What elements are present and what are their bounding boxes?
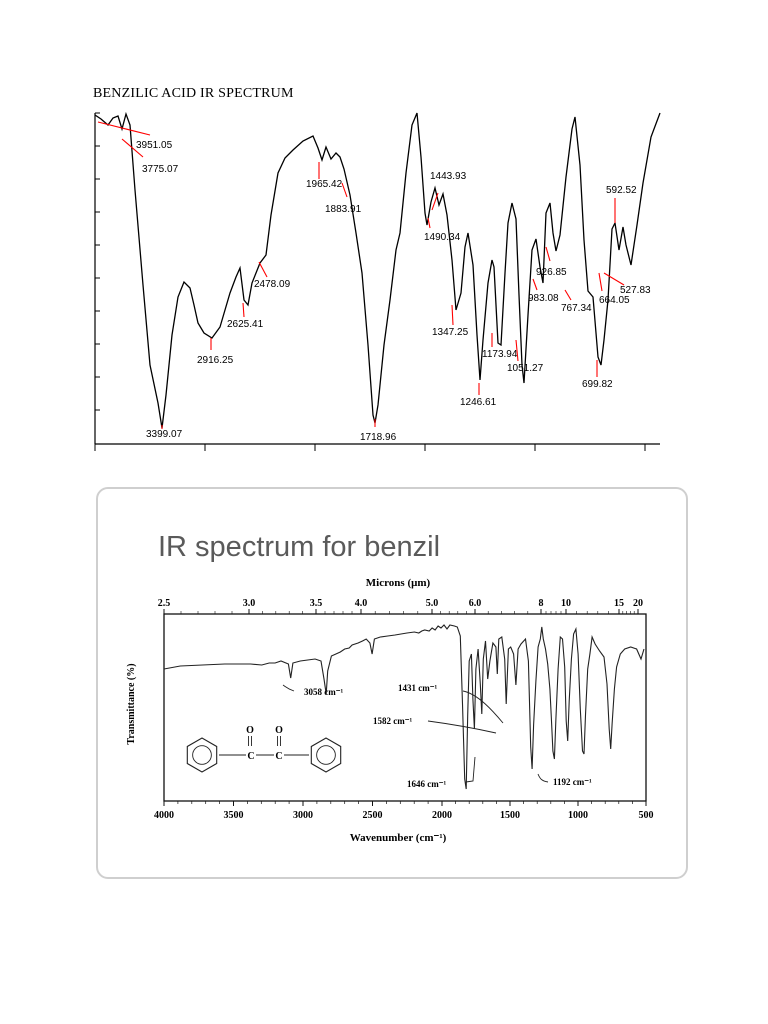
benzil-chart-title: IR spectrum for benzil bbox=[158, 531, 441, 563]
peak-label: 2478.09 bbox=[254, 279, 291, 290]
peak-marker bbox=[532, 278, 538, 291]
peak-marker bbox=[545, 246, 551, 262]
band-pointer bbox=[462, 690, 504, 724]
peak-label: 3399.07 bbox=[146, 429, 183, 440]
peak-label: 983.08 bbox=[528, 293, 559, 304]
top-tick-label: 4.0 bbox=[355, 598, 368, 609]
peak-marker bbox=[451, 304, 454, 326]
chart1-spectrum-line bbox=[94, 111, 661, 429]
chart2-annotations: 3058 cm⁻¹ 1431 cm⁻¹ 1582 cm⁻¹ 1646 cm⁻¹ 1192… bbox=[282, 683, 592, 789]
peak-label: 1965.42 bbox=[306, 179, 343, 190]
band-label: 1192 cm⁻¹ bbox=[553, 777, 592, 787]
bottom-tick-label: 1500 bbox=[500, 810, 520, 821]
band-label: 1646 cm⁻¹ bbox=[407, 779, 446, 789]
top-tick-labels: 2.5 3.0 3.5 4.0 5.0 6.0 8 10 15 20 bbox=[158, 598, 643, 609]
band-pointer bbox=[282, 684, 295, 692]
peak-label: 699.82 bbox=[582, 379, 613, 390]
phenyl-ring bbox=[310, 737, 342, 773]
aromatic-circle bbox=[192, 745, 212, 765]
peak-label: 1347.25 bbox=[432, 327, 469, 338]
band-label: 1582 cm⁻¹ bbox=[373, 716, 412, 726]
top-tick-label: 5.0 bbox=[426, 598, 439, 609]
chart2-frame bbox=[163, 609, 647, 806]
peak-label: 767.34 bbox=[561, 303, 592, 314]
peak-label: 3775.07 bbox=[142, 164, 179, 175]
peak-label: 1490.34 bbox=[424, 232, 461, 243]
chart2-spectrum-line bbox=[163, 624, 645, 790]
atom-label: C bbox=[247, 751, 254, 762]
atom-label: O bbox=[246, 725, 254, 736]
page-title: BENZILIC ACID IR SPECTRUM bbox=[93, 86, 294, 101]
band-pointer bbox=[537, 773, 549, 783]
top-tick-label: 10 bbox=[561, 598, 571, 609]
peak-label: 1883.91 bbox=[325, 204, 362, 215]
bottom-tick-label: 2500 bbox=[363, 810, 383, 821]
top-tick-label: 3.5 bbox=[310, 598, 323, 609]
peak-label: 1173.94 bbox=[482, 349, 518, 360]
band-pointer bbox=[465, 756, 476, 783]
x-axis-label: Wavenumber (cm⁻¹) bbox=[350, 832, 447, 844]
peak-marker bbox=[603, 272, 625, 286]
bottom-tick-labels: 4000 3500 3000 2500 2000 1500 1000 500 bbox=[154, 810, 654, 821]
bottom-tick-label: 500 bbox=[639, 810, 654, 821]
band-label: 1431 cm⁻¹ bbox=[398, 683, 437, 693]
peak-label: 664.05 bbox=[599, 295, 630, 306]
bottom-tick-label: 3000 bbox=[293, 810, 313, 821]
bottom-tick-label: 1000 bbox=[568, 810, 588, 821]
benzilic-acid-ir-chart: 3951.05 3775.07 1965.42 1883.91 1443.93 1490.… bbox=[94, 111, 661, 451]
top-tick-label: 8 bbox=[539, 598, 544, 609]
plot-frame bbox=[163, 613, 647, 802]
bottom-tick-label: 2000 bbox=[432, 810, 452, 821]
bottom-tick-label: 4000 bbox=[154, 810, 174, 821]
band-label: 3058 cm⁻¹ bbox=[304, 687, 343, 697]
peak-marker bbox=[515, 339, 519, 362]
peak-label: 3951.05 bbox=[136, 140, 173, 151]
band-pointer bbox=[427, 720, 497, 734]
peak-label: 2916.25 bbox=[197, 355, 234, 366]
y-axis-label: Transmittance (%) bbox=[126, 663, 137, 744]
top-tick-label: 15 bbox=[614, 598, 624, 609]
chart1-annotations: 3951.05 3775.07 1965.42 1883.91 1443.93 1490.… bbox=[97, 121, 651, 443]
peak-label: 1051.27 bbox=[507, 363, 544, 374]
top-axis-label: Microns (μm) bbox=[366, 577, 431, 589]
aromatic-circle bbox=[316, 745, 336, 765]
peak-marker bbox=[97, 121, 151, 136]
peak-label: 1718.96 bbox=[360, 432, 397, 443]
top-tick-label: 3.0 bbox=[243, 598, 256, 609]
benzil-ir-chart: Microns (μm) 2.5 3.0 3.5 4.0 5.0 6.0 8 10 15 20 4… bbox=[126, 577, 654, 844]
peak-marker bbox=[564, 289, 572, 301]
peak-label: 527.83 bbox=[620, 285, 651, 296]
top-tick-label: 6.0 bbox=[469, 598, 482, 609]
phenyl-ring bbox=[186, 737, 218, 773]
peak-label: 1246.61 bbox=[460, 397, 497, 408]
peak-marker bbox=[427, 217, 431, 229]
atom-label: C bbox=[275, 751, 282, 762]
peak-marker bbox=[598, 272, 603, 292]
peak-label: 2625.41 bbox=[227, 319, 264, 330]
benzil-figure-card: IR spectrum for benzil Microns (μm) 2.5 3… bbox=[96, 487, 688, 879]
atom-label: O bbox=[275, 725, 283, 736]
peak-marker bbox=[121, 138, 144, 158]
peak-marker bbox=[341, 182, 348, 198]
chart1-axes bbox=[94, 112, 660, 451]
peak-marker bbox=[258, 261, 268, 278]
bottom-tick-label: 3500 bbox=[224, 810, 244, 821]
benzil-structure: O O C C bbox=[186, 725, 342, 773]
top-tick-label: 20 bbox=[633, 598, 643, 609]
peak-label: 926.85 bbox=[536, 267, 567, 278]
peak-label: 1443.93 bbox=[430, 171, 467, 182]
peak-marker bbox=[242, 302, 245, 318]
top-tick-label: 2.5 bbox=[158, 598, 171, 609]
peak-label: 592.52 bbox=[606, 185, 637, 196]
peak-marker bbox=[431, 192, 439, 211]
